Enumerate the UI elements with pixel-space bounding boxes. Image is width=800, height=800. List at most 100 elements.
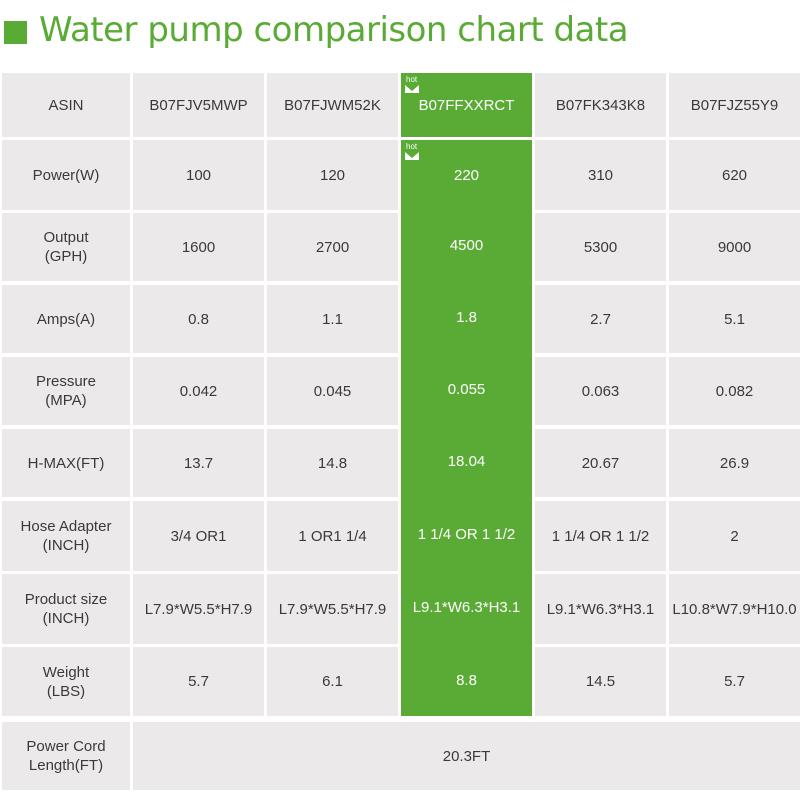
cell-text: Hose Adapter bbox=[20, 518, 112, 535]
table-cell: 1 1/4 OR 1 1/2 bbox=[401, 497, 532, 571]
cell-text: 13.7 bbox=[183, 454, 214, 472]
table-cell: 620 bbox=[669, 140, 800, 210]
column-header: B07FK343K8 bbox=[535, 73, 666, 137]
table-cell: 2.7 bbox=[535, 285, 666, 353]
column-header: B07FJWM52K bbox=[267, 73, 398, 137]
table-cell: 0.082 bbox=[669, 357, 800, 425]
column-header: B07FJZ55Y9 bbox=[669, 73, 800, 137]
cell-text: B07FFXXRCT bbox=[418, 96, 515, 114]
table-cell: 20.67 bbox=[535, 429, 666, 497]
table-cell: L9.1*W6.3*H3.1 bbox=[401, 571, 532, 644]
table-cell: 14.8 bbox=[267, 429, 398, 497]
hot-label: hot bbox=[406, 75, 418, 84]
row-label: H-MAX(FT) bbox=[2, 429, 130, 497]
cell-text: (LBS) bbox=[46, 682, 86, 700]
table-cell: 18.04 bbox=[401, 425, 532, 497]
row-label: Amps(A) bbox=[2, 285, 130, 353]
cell-text: L10.8*W7.9*H10.0 bbox=[672, 600, 797, 618]
cell-text: 5.1 bbox=[724, 310, 745, 328]
table-cell: 5.1 bbox=[669, 285, 800, 353]
table-cell: 26.9 bbox=[669, 429, 800, 497]
cell-text: (MPA) bbox=[45, 392, 87, 409]
cell-text: L7.9*W5.5*H7.9 bbox=[278, 600, 387, 618]
cell-text: 1 1/4 OR 1 1/2 bbox=[551, 527, 650, 545]
hot-label: hot bbox=[406, 142, 418, 151]
cell-text: ASIN bbox=[48, 96, 84, 114]
cell-text: (GPH) bbox=[44, 248, 88, 265]
table-cell: 3/4 OR1 bbox=[133, 501, 264, 571]
cell-text: Amps(A) bbox=[36, 310, 96, 328]
cell-text: 4500 bbox=[449, 237, 484, 254]
row-label: Output (GPH) bbox=[2, 213, 130, 281]
cell-text: 0.055 bbox=[447, 380, 486, 398]
table-cell: 2 bbox=[669, 501, 800, 571]
cell-text: 0.045 bbox=[313, 382, 352, 400]
column-header: B07FFXXRCT hot bbox=[401, 73, 532, 137]
cell-text: 1 OR1 1/4 bbox=[298, 527, 367, 545]
table-cell: L10.8*W7.9*H10.0 bbox=[669, 574, 800, 644]
cell-text: L7.9*W5.5*H7.9 bbox=[144, 600, 253, 618]
cell-text: 100 bbox=[185, 166, 212, 184]
cell-text: B07FJZ55Y9 bbox=[690, 96, 779, 114]
table-cell: L7.9*W5.5*H7.9 bbox=[267, 574, 398, 644]
table-cell: L7.9*W5.5*H7.9 bbox=[133, 574, 264, 644]
cell-text: 0.042 bbox=[179, 382, 218, 400]
cell-text: 1600 bbox=[181, 238, 216, 256]
table-cell: 20.3FT bbox=[133, 722, 800, 790]
row-label: Power Cord Length(FT) bbox=[2, 722, 130, 790]
cell-text: B07FJWM52K bbox=[284, 96, 381, 114]
cell-text: 14.5 bbox=[585, 673, 616, 690]
cell-text: H-MAX(FT) bbox=[27, 454, 105, 472]
table-cell: 5.7 bbox=[669, 647, 800, 716]
cell-text: Output bbox=[43, 229, 89, 246]
table-cell: 1 OR1 1/4 bbox=[267, 501, 398, 571]
cell-text: 2700 bbox=[315, 238, 350, 256]
cell-text: Power(W) bbox=[32, 166, 100, 184]
cell-text: 6.1 bbox=[322, 673, 343, 690]
row-label: Pressure (MPA) bbox=[2, 357, 130, 425]
title-square-icon bbox=[4, 20, 27, 44]
table-cell: 2700 bbox=[267, 213, 398, 281]
cell-text: 0.063 bbox=[581, 382, 620, 400]
table-cell: 13.7 bbox=[133, 429, 264, 497]
cell-text: 26.9 bbox=[719, 454, 750, 472]
cell-text: 18.04 bbox=[447, 452, 486, 470]
table-cell: 120 bbox=[267, 140, 398, 210]
table-cell: 4500 bbox=[401, 210, 532, 281]
column-header: B07FJV5MWP bbox=[133, 73, 264, 137]
cell-text: 1.8 bbox=[456, 308, 477, 326]
table-cell: 0.042 bbox=[133, 357, 264, 425]
page-title: Water pump comparison chart data bbox=[4, 8, 629, 52]
table-cell: 0.063 bbox=[535, 357, 666, 425]
cell-text: 2.7 bbox=[590, 310, 611, 328]
table-cell: 1.8 bbox=[401, 281, 532, 353]
cell-text: B07FJV5MWP bbox=[149, 96, 248, 114]
title-text: Water pump comparison chart data bbox=[39, 10, 629, 50]
cell-text: Length(FT) bbox=[28, 757, 104, 774]
cell-text: B07FK343K8 bbox=[555, 96, 646, 114]
table-cell: 1600 bbox=[133, 213, 264, 281]
cell-text: L9.1*W6.3*H3.1 bbox=[546, 600, 655, 618]
table-cell: 14.5 bbox=[535, 647, 666, 716]
cell-text: 20.67 bbox=[581, 454, 620, 472]
row-label: Weight (LBS) bbox=[2, 647, 130, 716]
table-cell: 6.1 bbox=[267, 647, 398, 716]
cell-text: 0.082 bbox=[715, 382, 754, 400]
row-label: Power(W) bbox=[2, 140, 130, 210]
table-cell: 8.8 bbox=[401, 644, 532, 716]
table-cell: 5.7 bbox=[133, 647, 264, 716]
cell-text: 2 bbox=[730, 527, 739, 545]
table-cell: 0.8 bbox=[133, 285, 264, 353]
table-cell: 9000 bbox=[669, 213, 800, 281]
cell-text: (INCH) bbox=[42, 537, 90, 554]
cell-text: 3/4 OR1 bbox=[170, 527, 227, 545]
hot-ribbon-icon: hot bbox=[405, 75, 419, 97]
cell-text: 20.3FT bbox=[442, 747, 491, 765]
cell-text: 5.7 bbox=[724, 673, 745, 690]
cell-text: 220 bbox=[453, 166, 480, 184]
row-label: Hose Adapter (INCH) bbox=[2, 501, 130, 571]
hot-ribbon-icon: hot bbox=[405, 142, 419, 164]
cell-text: 1.1 bbox=[322, 310, 343, 328]
table-cell: 100 bbox=[133, 140, 264, 210]
cell-text: Power Cord bbox=[26, 738, 106, 755]
